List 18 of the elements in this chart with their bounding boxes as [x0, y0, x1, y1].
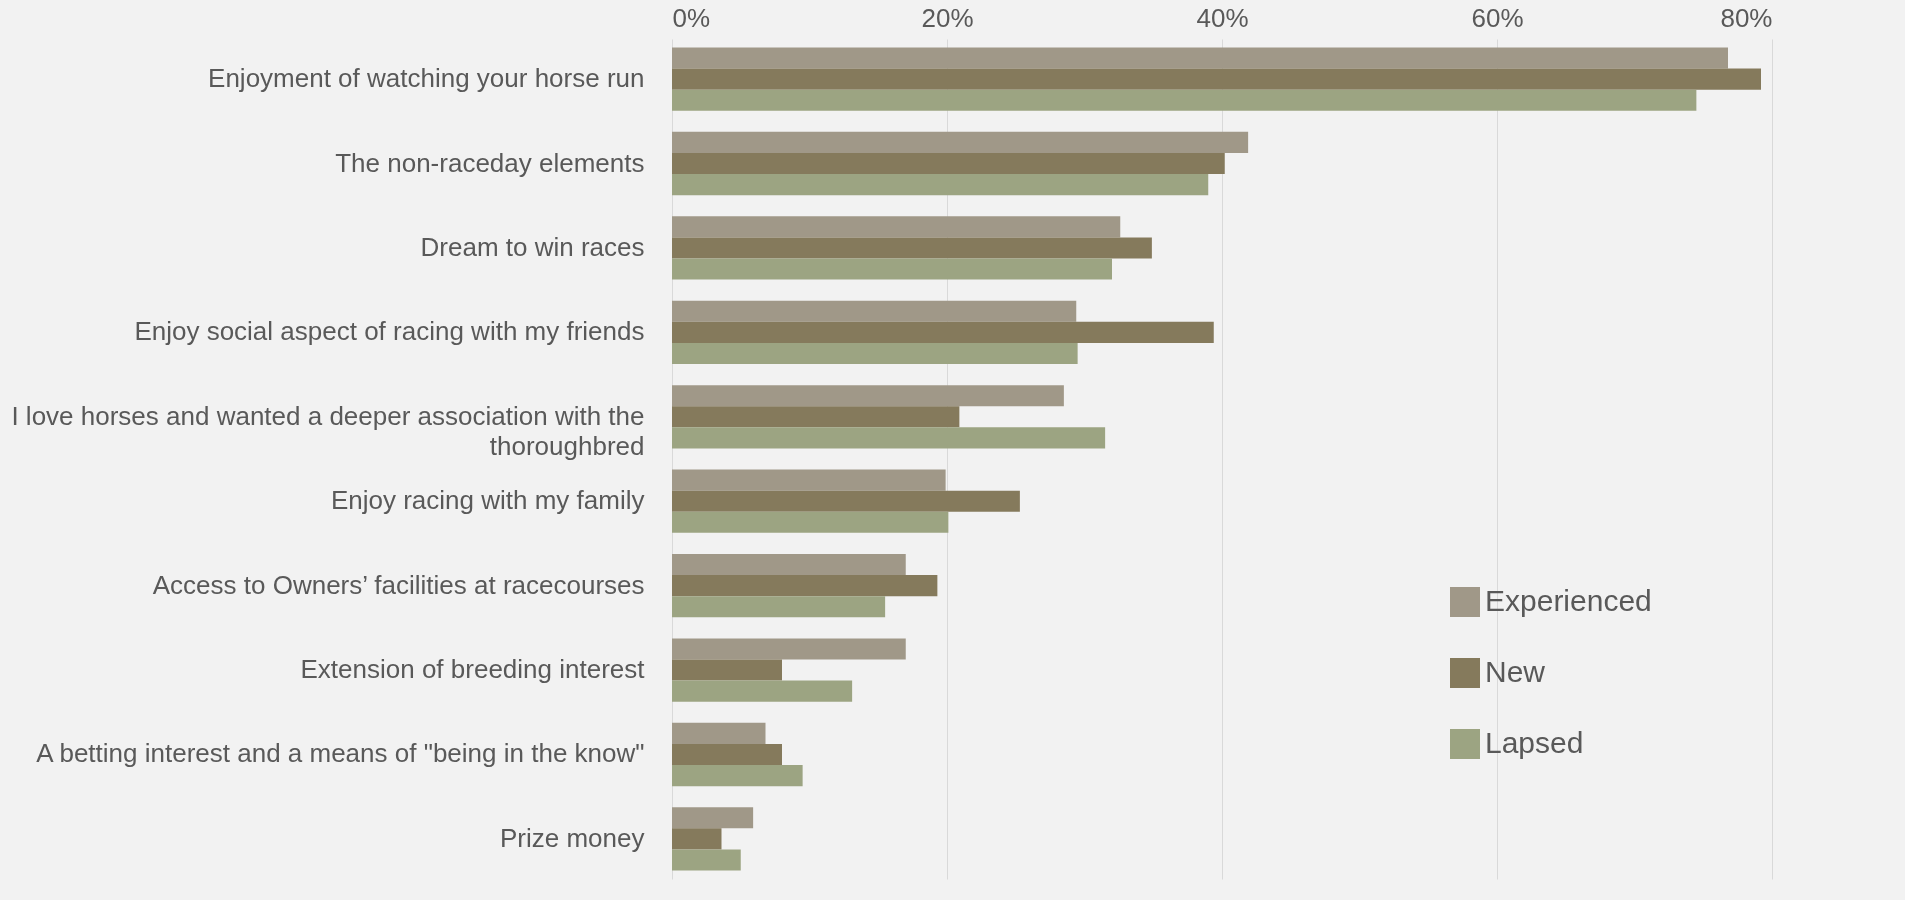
y-tick-label: The non-raceday elements	[335, 147, 645, 178]
x-tick-label: 40%	[1196, 2, 1249, 33]
x-tick-label: 60%	[1471, 2, 1524, 33]
y-tick-label: I love horses and wanted a deeper association with the thoroughbred	[11, 400, 645, 461]
x-tick-label: 20%	[921, 2, 974, 33]
y-tick-label: A betting interest and a means of "being in the know"	[36, 738, 645, 769]
legend-label: New	[1485, 655, 1546, 688]
x-tick-label: 80%	[1720, 2, 1773, 33]
y-tick-label: Enjoy social aspect of racing with my friends	[134, 316, 645, 347]
y-tick-label: Access to Owners’ facilities at racecourses	[152, 569, 645, 600]
y-tick-label: Dream to win races	[420, 231, 645, 262]
y-tick-label: Extension of breeding interest	[300, 654, 646, 685]
legend-label: Experienced	[1485, 584, 1652, 617]
y-tick-label: Enjoyment of watching your horse run	[208, 63, 645, 94]
y-tick-label: Enjoy racing with my family	[330, 485, 645, 516]
x-tick-label: 0%	[672, 2, 711, 33]
y-tick-label: Prize money	[500, 822, 645, 853]
legend-label: Lapsed	[1485, 726, 1584, 759]
